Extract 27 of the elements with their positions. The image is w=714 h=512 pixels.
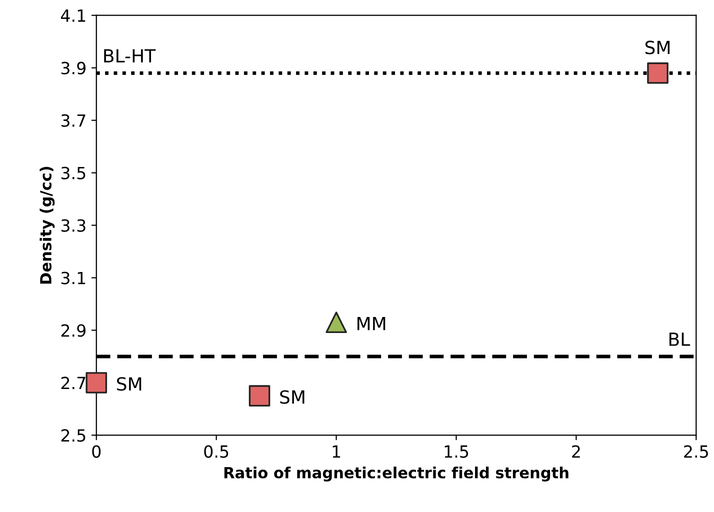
y-tick-label: 3.3 [61, 219, 86, 232]
x-tick-label: 2 [572, 445, 580, 458]
x-tick-label: 0.5 [204, 445, 228, 458]
annotation: MM [358, 316, 386, 330]
y-tick-label: 2.9 [61, 324, 86, 337]
y-tick-label: 3.1 [61, 272, 86, 284]
y-tick-label: 2.5 [61, 429, 86, 442]
y-tick-label: 3.9 [61, 62, 86, 74]
annotation: SM [117, 377, 142, 391]
annotation: SM [645, 40, 670, 54]
ref-line-label: BL [669, 332, 690, 346]
y-axis-title: Density (g/cc) [40, 166, 55, 284]
point [248, 385, 270, 406]
ref-line-label: BL-HT [104, 49, 156, 62]
x-tick-label: 0 [92, 445, 101, 458]
y-tick-label: 2.7 [61, 376, 86, 390]
point [86, 372, 108, 394]
x-tick-label: 2.5 [684, 445, 708, 458]
point [326, 312, 347, 334]
x-tick-label: 1.5 [444, 445, 468, 458]
x-tick-label: 1 [332, 445, 340, 458]
x-axis-title: Ratio of magnetic:electric field strength [224, 466, 568, 482]
point [647, 62, 668, 84]
y-tick-label: 3.7 [61, 114, 86, 127]
annotation: SM [280, 390, 304, 404]
y-tick-label: 4.1 [60, 10, 86, 22]
y-tick-label: 3.5 [61, 166, 86, 180]
